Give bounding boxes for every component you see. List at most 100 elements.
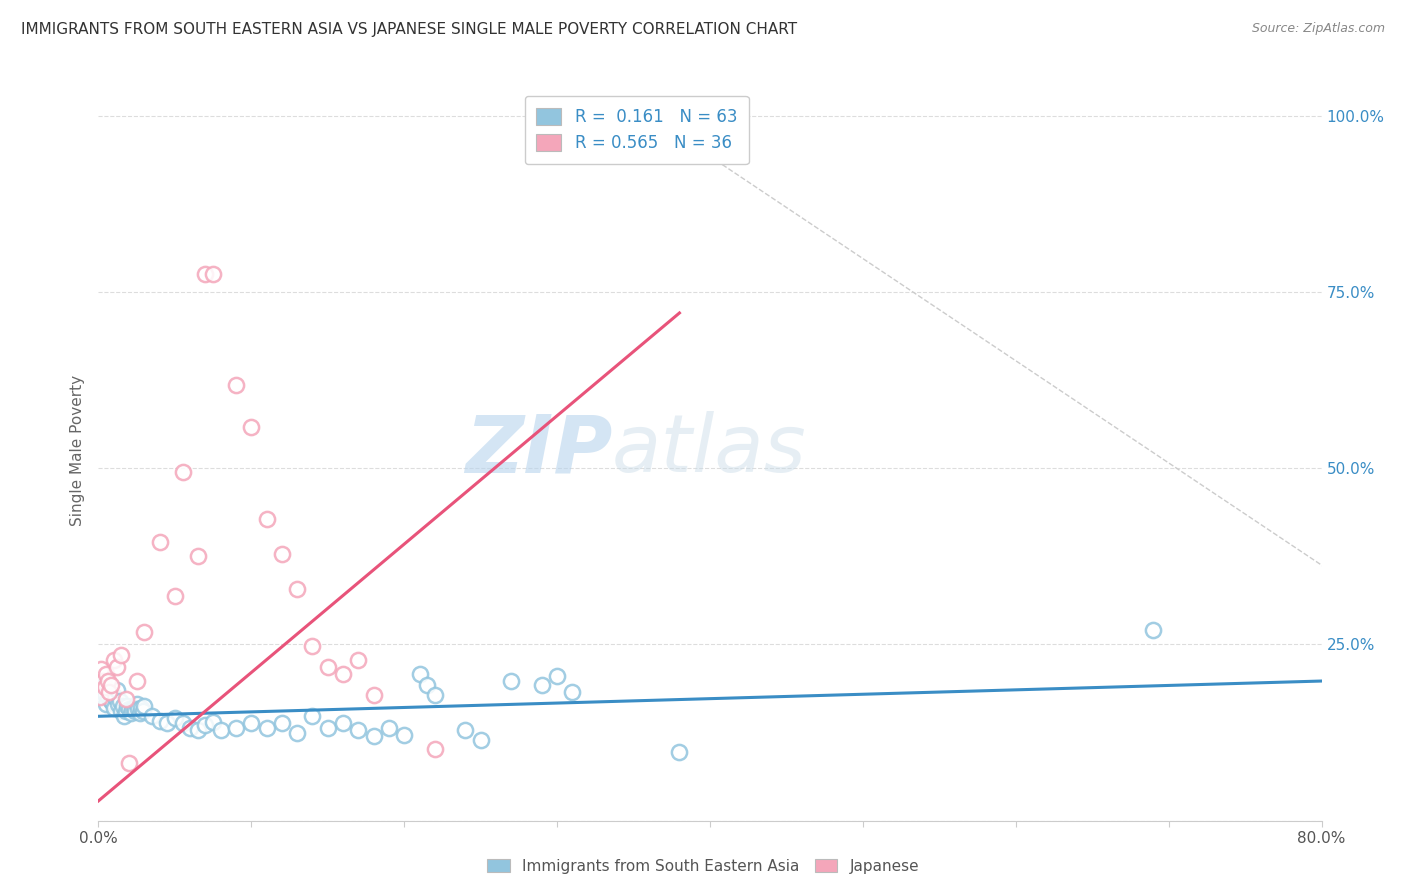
Point bbox=[202, 714, 225, 729]
Point bbox=[363, 688, 385, 702]
Point bbox=[120, 706, 142, 721]
Point bbox=[149, 535, 172, 549]
Point bbox=[240, 420, 263, 434]
Point bbox=[112, 709, 135, 723]
Y-axis label: Single Male Poverty: Single Male Poverty bbox=[70, 375, 86, 526]
Point bbox=[316, 721, 339, 735]
Point bbox=[194, 718, 217, 732]
Point bbox=[163, 590, 186, 604]
Text: ZIP: ZIP bbox=[465, 411, 612, 490]
Point bbox=[332, 716, 354, 731]
Point bbox=[94, 698, 117, 712]
Point bbox=[285, 582, 308, 597]
Point bbox=[301, 639, 323, 653]
Point bbox=[408, 667, 430, 681]
Point bbox=[347, 653, 370, 667]
Point bbox=[104, 690, 127, 705]
Point bbox=[122, 701, 145, 715]
Point bbox=[378, 721, 401, 735]
Point bbox=[270, 547, 292, 561]
Point bbox=[97, 690, 120, 705]
Point bbox=[187, 549, 209, 564]
Point bbox=[89, 690, 111, 705]
Legend: R =  0.161   N = 63, R = 0.565   N = 36: R = 0.161 N = 63, R = 0.565 N = 36 bbox=[524, 96, 749, 164]
Text: Source: ZipAtlas.com: Source: ZipAtlas.com bbox=[1251, 22, 1385, 36]
Legend: Immigrants from South Eastern Asia, Japanese: Immigrants from South Eastern Asia, Japa… bbox=[481, 853, 925, 880]
Point bbox=[454, 723, 477, 738]
Point bbox=[115, 704, 138, 718]
Point bbox=[107, 698, 129, 712]
Point bbox=[392, 728, 416, 742]
Point bbox=[225, 721, 247, 735]
Point bbox=[134, 624, 156, 639]
Point bbox=[111, 699, 134, 714]
Point bbox=[103, 701, 125, 715]
Point bbox=[194, 267, 217, 281]
Point bbox=[530, 678, 553, 692]
Point bbox=[285, 725, 308, 739]
Point bbox=[98, 685, 121, 699]
Point bbox=[118, 702, 141, 716]
Point bbox=[94, 667, 117, 681]
Point bbox=[93, 680, 115, 694]
Point bbox=[172, 716, 194, 731]
Point bbox=[105, 683, 128, 698]
Point bbox=[423, 688, 446, 702]
Point bbox=[125, 698, 148, 712]
Point bbox=[423, 741, 446, 756]
Point bbox=[121, 702, 143, 716]
Point bbox=[172, 465, 194, 479]
Point bbox=[105, 660, 128, 674]
Point bbox=[117, 699, 139, 714]
Point bbox=[316, 660, 339, 674]
Point bbox=[256, 721, 278, 735]
Point bbox=[101, 695, 124, 709]
Point bbox=[470, 732, 492, 747]
Point bbox=[125, 673, 148, 688]
Point bbox=[179, 721, 201, 735]
Point bbox=[668, 745, 690, 759]
Point bbox=[256, 512, 278, 526]
Point bbox=[301, 709, 323, 723]
Point bbox=[98, 685, 121, 699]
Point bbox=[97, 673, 120, 688]
Point bbox=[93, 687, 115, 701]
Point bbox=[100, 694, 122, 708]
Point bbox=[115, 692, 138, 706]
Point bbox=[187, 723, 209, 738]
Point bbox=[132, 704, 155, 718]
Point bbox=[134, 699, 156, 714]
Point bbox=[416, 678, 439, 692]
Text: atlas: atlas bbox=[612, 411, 807, 490]
Point bbox=[127, 702, 149, 716]
Point bbox=[332, 667, 354, 681]
Point bbox=[225, 377, 247, 392]
Point bbox=[108, 694, 131, 708]
Point bbox=[91, 673, 114, 688]
Point bbox=[103, 653, 125, 667]
Point bbox=[209, 723, 232, 738]
Point bbox=[129, 701, 152, 715]
Point bbox=[240, 716, 263, 731]
Point bbox=[91, 690, 114, 705]
Point bbox=[546, 669, 568, 683]
Point bbox=[149, 714, 172, 728]
Text: IMMIGRANTS FROM SOUTH EASTERN ASIA VS JAPANESE SINGLE MALE POVERTY CORRELATION C: IMMIGRANTS FROM SOUTH EASTERN ASIA VS JA… bbox=[21, 22, 797, 37]
Point bbox=[110, 648, 132, 662]
Point bbox=[163, 711, 186, 725]
Point bbox=[270, 716, 292, 731]
Point bbox=[128, 706, 150, 721]
Point bbox=[1142, 624, 1164, 638]
Point bbox=[363, 729, 385, 743]
Point bbox=[100, 678, 122, 692]
Point bbox=[90, 680, 112, 694]
Point bbox=[202, 267, 225, 281]
Point bbox=[347, 723, 370, 738]
Point bbox=[118, 756, 141, 770]
Point bbox=[501, 673, 523, 688]
Point bbox=[156, 716, 179, 731]
Point bbox=[110, 704, 132, 718]
Point bbox=[561, 685, 583, 699]
Point bbox=[90, 662, 112, 676]
Point bbox=[141, 709, 163, 723]
